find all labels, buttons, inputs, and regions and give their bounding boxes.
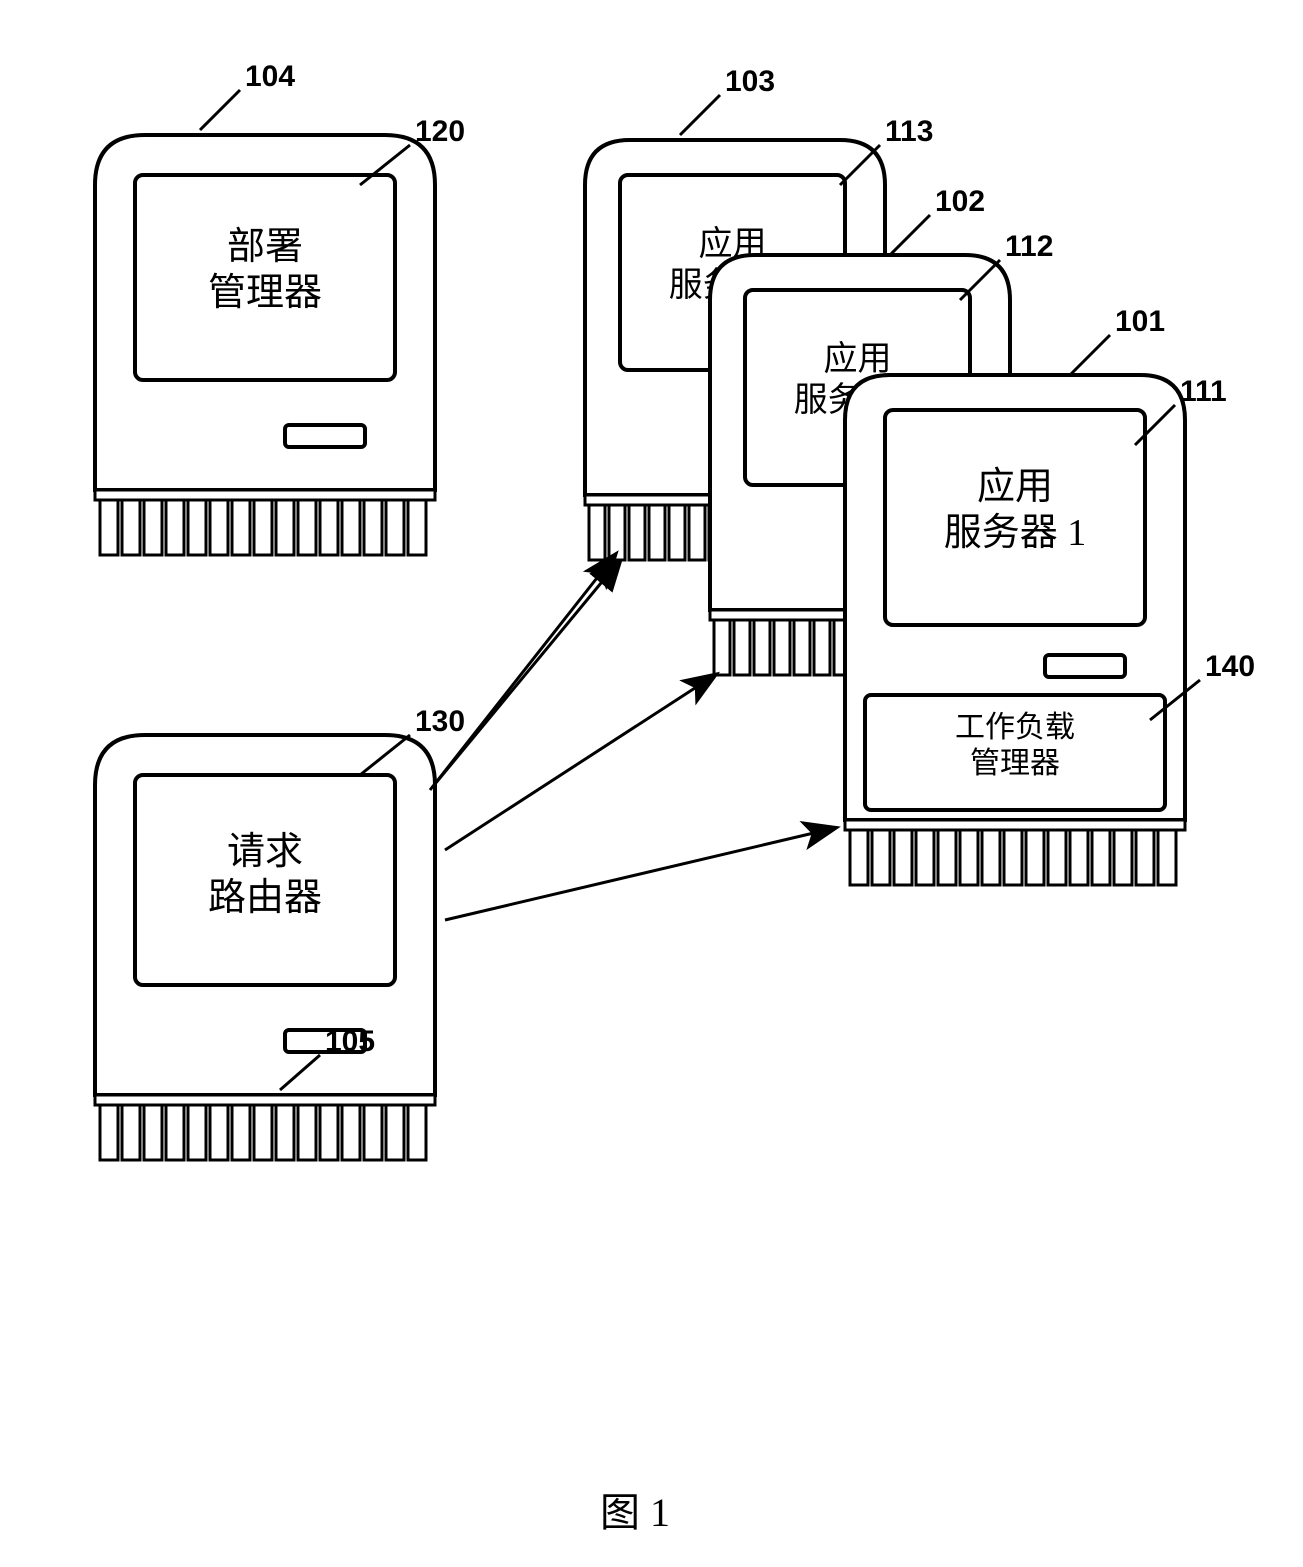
arrow-3 <box>445 828 835 920</box>
arrow-group <box>430 560 620 790</box>
diagram-canvas: 部署 管理器 请求 路由器 应用 服务器 3 <box>0 0 1303 1567</box>
ref-130: 130 <box>415 705 465 739</box>
ref-103: 103 <box>725 65 775 99</box>
ref-113: 113 <box>885 115 933 149</box>
computer-app-server-1: 应用 服务器 1 工作负载 管理器 <box>835 365 1195 895</box>
computer-request-router: 请求 路由器 <box>85 725 445 1170</box>
figure-label: 图 1 <box>600 1480 670 1538</box>
arrow-2 <box>445 675 715 850</box>
ref-111: 111 <box>1180 375 1227 409</box>
ref-140: 140 <box>1205 650 1255 684</box>
computer-deploy-manager: 部署 管理器 <box>85 125 445 565</box>
ref-104: 104 <box>245 60 295 94</box>
ref-105: 105 <box>325 1025 375 1059</box>
arrow-1 <box>430 555 615 790</box>
ref-101: 101 <box>1115 305 1165 339</box>
ref-102: 102 <box>935 185 985 219</box>
arrow-to-server3 <box>430 560 620 790</box>
ref-120: 120 <box>415 115 465 149</box>
ref-112: 112 <box>1005 230 1053 264</box>
